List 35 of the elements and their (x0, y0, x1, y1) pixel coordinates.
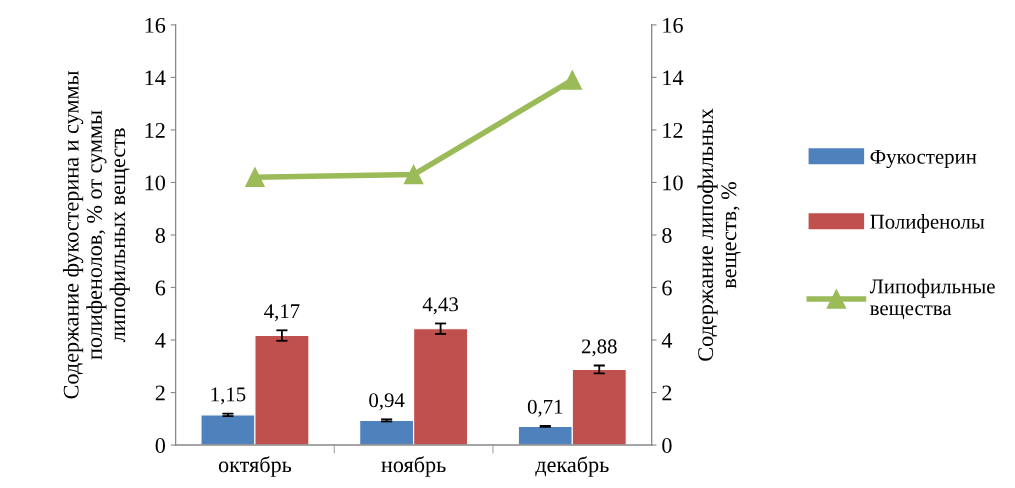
y-tick-label: 10 (145, 175, 166, 191)
data-label: 0,94 (369, 393, 405, 411)
y2-tick-label: 6 (662, 280, 672, 296)
legend-label: Полифенолы (870, 214, 985, 233)
y-tick-label: 16 (145, 17, 166, 33)
y2-tick-label: 10 (663, 175, 683, 191)
data-label: 0,71 (527, 399, 563, 417)
y2-tick-label: 4 (661, 333, 673, 348)
y2-tick-label: 0 (662, 437, 672, 453)
data-label: 4,17 (264, 304, 300, 322)
y2-tick-label: 16 (663, 17, 683, 33)
y2-tick-label: 12 (663, 122, 683, 138)
legend-label: Фукостерин (870, 149, 977, 169)
data-label: 4,43 (422, 297, 458, 315)
y-tick-label: 12 (145, 122, 165, 138)
y-tick-label: 14 (145, 70, 166, 86)
data-label: 1,15 (211, 387, 246, 405)
point (403, 164, 424, 185)
y-tick-label: 4 (155, 333, 166, 348)
y-tick-label: 2 (155, 385, 165, 401)
y2-tick-label: 14 (663, 70, 684, 86)
y-tick-label: 8 (155, 227, 166, 243)
legend-label: Липофильные вещества (869, 278, 995, 320)
y2-tick-label: 8 (662, 227, 672, 243)
point (562, 70, 583, 90)
x-tick-label: декабрь (535, 456, 609, 477)
data-label: 2,88 (581, 339, 617, 357)
x-tick-label: ноябрь (381, 456, 446, 477)
y2-axis-title: Содержание липофильных веществ, % (697, 108, 741, 361)
point (245, 167, 265, 187)
y-tick-label: 6 (155, 280, 166, 296)
y2-tick-label: 2 (662, 385, 672, 401)
y-axis-title: Содержание фукостерина и суммы полифенолов, % от суммы липофильных веществ (63, 71, 130, 399)
y-tick-label: 0 (155, 437, 166, 453)
x-tick-label: октябрь (218, 456, 292, 477)
